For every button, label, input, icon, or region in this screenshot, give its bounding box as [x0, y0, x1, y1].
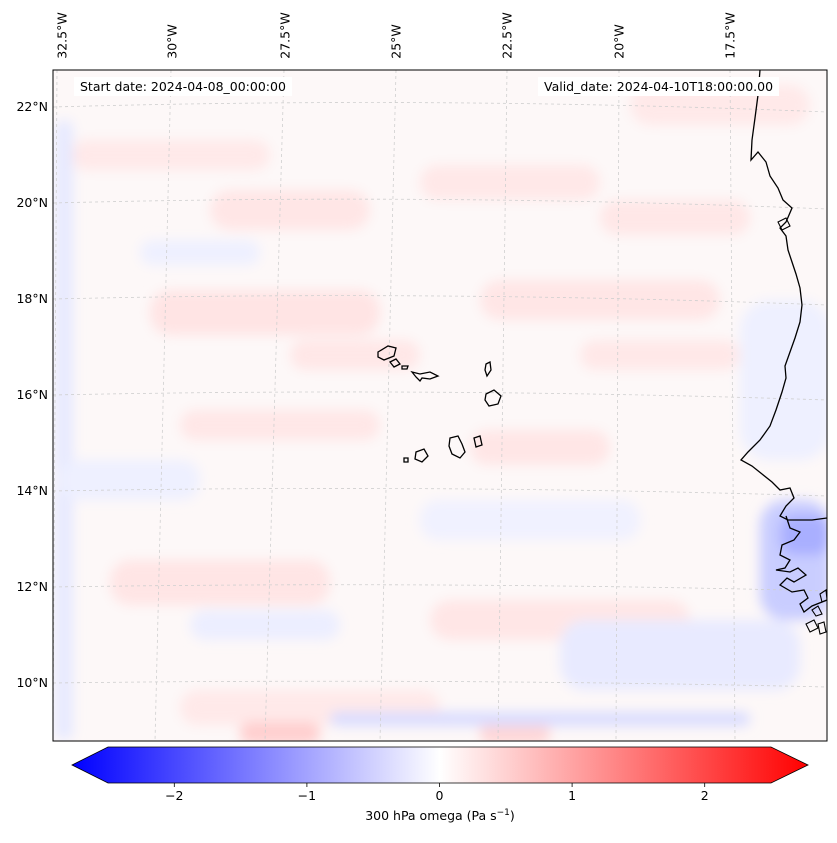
lon-label-27-5w: 27.5°W [277, 12, 293, 59]
island-brava [403, 457, 409, 463]
bijagos-island [805, 619, 819, 633]
omega-patch-positive [240, 722, 320, 741]
omega-patch-positive [470, 430, 610, 465]
island-fogo [414, 448, 429, 463]
omega-patch-negative [55, 120, 73, 740]
meridian-20w [615, 70, 620, 741]
colorbar [71, 746, 809, 787]
colorbar-tick-label: 2 [700, 788, 709, 803]
island-sal [484, 361, 492, 378]
island-maio [473, 435, 483, 448]
meridian-25w [379, 70, 397, 741]
island-santo-antao [377, 345, 397, 361]
start-date-label: Start date: 2024-04-08_00:00:00 [74, 77, 292, 96]
omega-patch-positive [600, 200, 750, 235]
omega-patch-positive [290, 340, 420, 370]
omega-patch-negative [780, 515, 827, 555]
colorbar-label: 300 hPa omega (Pa s−1) [365, 808, 515, 823]
colorbar-body [71, 746, 809, 784]
omega-patch-positive [150, 290, 380, 335]
gridlines [53, 70, 827, 741]
colorbar-tick-label: 1 [568, 788, 577, 803]
lat-label-12n: 12°N [16, 579, 48, 594]
lon-label-32-5w: 32.5°W [54, 12, 70, 59]
meridian-27-5w [264, 70, 285, 741]
colorbar-label-exponent: −1 [496, 808, 510, 818]
lat-label-14n: 14°N [16, 483, 48, 498]
parallel-16n [53, 391, 827, 401]
parallel-10n [53, 680, 827, 688]
island-boa-vista [484, 389, 502, 407]
colorbar-label-main: 300 hPa omega (Pa s [365, 808, 497, 824]
omega-patch-negative [330, 712, 750, 726]
omega-patch-positive [210, 190, 370, 230]
omega-patch-negative [740, 300, 827, 460]
map-frame [52, 69, 828, 742]
island-santiago [448, 435, 466, 459]
coastal-island [777, 217, 791, 231]
omega-patch-positive [70, 140, 270, 170]
omega-patch-positive [480, 722, 550, 741]
parallel-12n [53, 584, 827, 592]
bijagos-island [819, 589, 827, 603]
map-area [53, 70, 827, 741]
parallel-20n [53, 198, 827, 210]
omega-patch-negative [560, 620, 800, 690]
lon-label-17-5w: 17.5°W [722, 12, 738, 59]
lon-label-22-5w: 22.5°W [499, 12, 515, 59]
island-sao-nicolau [410, 370, 440, 383]
omega-patch-positive [110, 560, 330, 605]
lat-label-10n: 10°N [16, 675, 48, 690]
colorbar-tick-label: 0 [435, 788, 444, 803]
omega-patch-negative [60, 460, 200, 500]
lon-label-30w: 30°W [164, 24, 180, 59]
omega-patch-negative [420, 500, 640, 540]
meridian-22-5w [497, 70, 508, 741]
bijagos-island [811, 605, 823, 617]
bijagos-island [817, 621, 827, 635]
africa-coastline [739, 70, 827, 613]
omega-field [55, 85, 827, 741]
meridian-17-5w [729, 70, 736, 741]
colorbar-tick-label: −1 [297, 788, 317, 803]
lat-label-16n: 16°N [16, 387, 48, 402]
parallel-22n [53, 102, 827, 113]
colorbar-label-close: ) [509, 808, 515, 824]
meridian-30w [154, 70, 172, 741]
lon-label-20w: 20°W [611, 24, 627, 59]
lon-label-25w: 25°W [388, 24, 404, 59]
omega-patch-positive [580, 340, 740, 370]
valid-date-label: Valid_date: 2024-04-10T18:00:00.00 [538, 77, 780, 96]
cape-verde-islands [377, 345, 502, 463]
island-santa-luzia [401, 365, 409, 370]
omega-patch-positive [180, 410, 380, 440]
omega-patch-positive [420, 165, 600, 200]
lat-label-22n: 22°N [16, 99, 48, 114]
lat-label-20n: 20°N [16, 195, 48, 210]
omega-patch-positive [480, 280, 720, 320]
lat-label-18n: 18°N [16, 291, 48, 306]
colorbar-tick-label: −2 [165, 788, 184, 803]
parallel-14n [53, 488, 827, 497]
meridian-32-5w [53, 70, 58, 741]
omega-patch-negative [190, 610, 340, 640]
omega-patch-negative [140, 240, 260, 265]
island-sao-vicente [388, 358, 402, 368]
colorbar-tick-marks [173, 783, 706, 787]
parallel-18n [53, 295, 827, 306]
